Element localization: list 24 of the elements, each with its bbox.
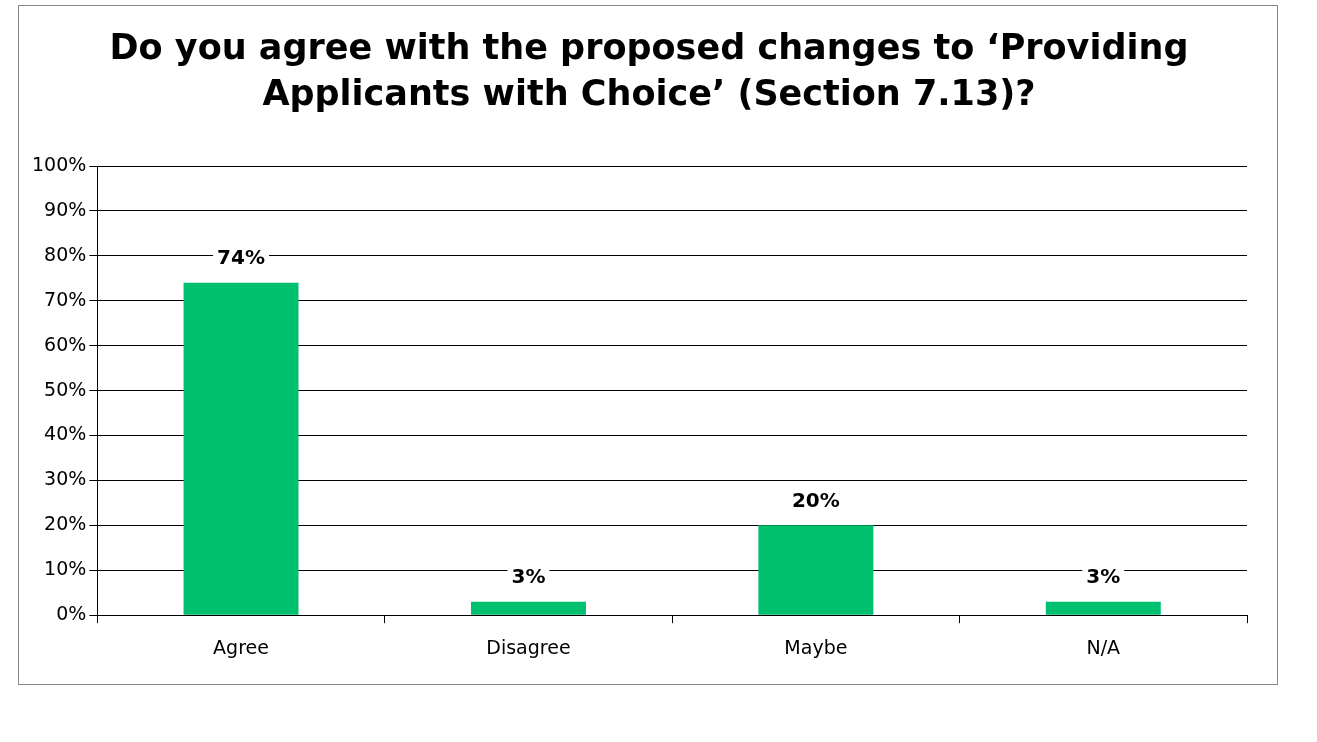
x-tick-label: Disagree xyxy=(486,635,571,658)
y-tick-label: 90% xyxy=(44,197,87,220)
chart-title: Do you agree with the proposed changes to ‘Providing Applicants with Choice’ (Section 7.13)? xyxy=(108,26,1190,115)
data-label: 3% xyxy=(511,563,546,588)
x-tick-label: N/A xyxy=(1086,635,1121,658)
data-label: 3% xyxy=(1086,563,1121,588)
y-tick-label: 40% xyxy=(44,422,87,445)
y-tick-label: 20% xyxy=(44,512,87,535)
bar xyxy=(758,525,874,615)
x-tick-label: Maybe xyxy=(784,635,848,658)
bar xyxy=(470,601,586,615)
y-tick-label: 80% xyxy=(44,242,87,265)
y-tick-label: 0% xyxy=(56,602,87,625)
y-tick-label: 50% xyxy=(44,377,87,400)
bar xyxy=(1045,601,1161,615)
x-tick-label: Agree xyxy=(213,635,269,658)
y-tick-label: 10% xyxy=(44,557,87,580)
data-label: 74% xyxy=(217,245,265,269)
y-tick-label: 60% xyxy=(44,332,87,355)
bar xyxy=(183,282,299,615)
y-tick-label: 100% xyxy=(31,152,87,175)
y-tick-label: 70% xyxy=(44,287,87,310)
y-tick-label: 30% xyxy=(44,467,87,490)
data-label: 20% xyxy=(791,487,840,512)
